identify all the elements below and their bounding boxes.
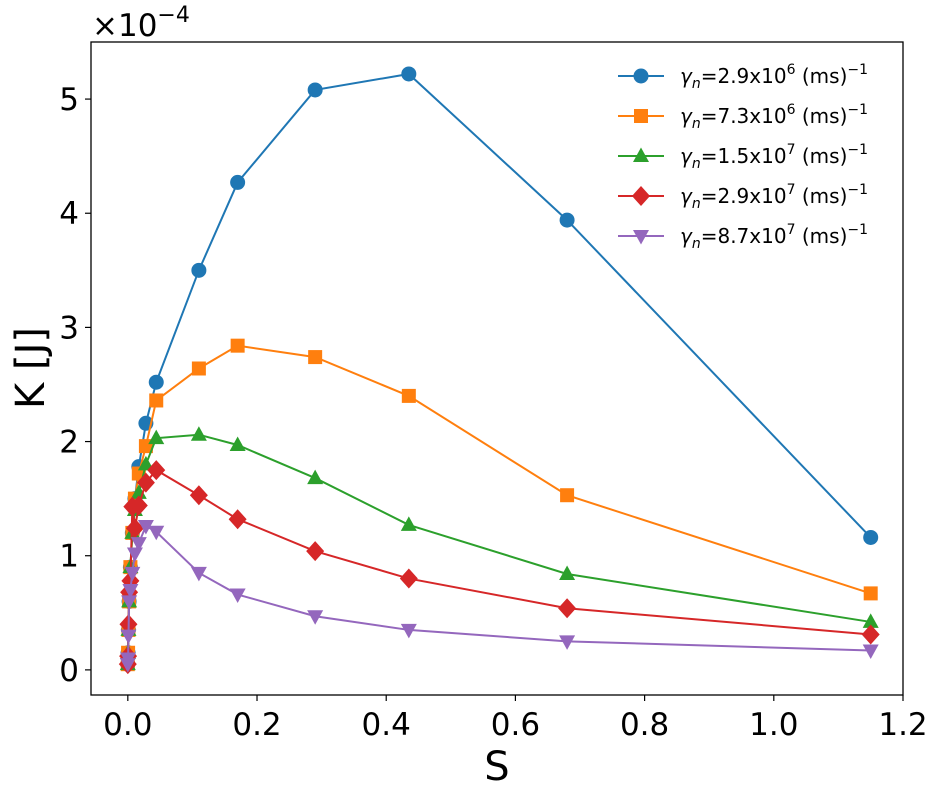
x-tick-label: 0.8 <box>620 707 669 743</box>
series-line <box>126 524 871 665</box>
legend-marker <box>632 186 650 206</box>
x-tick-label: 1.0 <box>749 707 798 743</box>
data-point <box>307 610 324 625</box>
data-point <box>148 525 165 541</box>
data-point <box>137 455 154 471</box>
data-point <box>191 361 206 376</box>
data-point <box>190 426 207 441</box>
legend-label: γn=7.3x106 (ms)−1 <box>680 102 868 132</box>
legend-item: γn=2.9x107 (ms)−1 <box>618 182 868 212</box>
data-point <box>229 436 246 451</box>
legend-label: γn=2.9x107 (ms)−1 <box>680 182 868 212</box>
data-point <box>862 644 879 659</box>
data-point <box>400 623 417 639</box>
data-point <box>308 350 323 365</box>
data-point <box>129 495 148 516</box>
y-axis: 0 1 2 3 4 5 <box>59 82 91 689</box>
data-point <box>559 635 576 650</box>
data-point <box>189 485 208 506</box>
data-point <box>147 460 166 481</box>
data-point <box>862 613 879 628</box>
x-tick-label: 0.4 <box>362 707 411 743</box>
data-point <box>861 624 880 645</box>
data-point <box>401 66 417 82</box>
legend-item: γn=7.3x106 (ms)−1 <box>618 102 868 132</box>
y-tick-label: 0 <box>59 653 79 689</box>
data-point <box>559 565 576 580</box>
data-point <box>136 472 155 493</box>
data-point <box>306 541 325 562</box>
data-point <box>191 262 207 278</box>
data-point <box>149 393 164 408</box>
x-tick-label: 0.0 <box>103 707 152 743</box>
series-layer <box>118 66 880 675</box>
legend-item: γn=8.7x107 (ms)−1 <box>618 222 868 252</box>
data-point <box>230 338 245 353</box>
legend: γn=2.9x106 (ms)−1 γn=7.3x106 (ms)−1 γn=1.5… <box>618 62 868 252</box>
data-point <box>558 598 577 619</box>
data-point <box>307 469 324 485</box>
data-point <box>399 568 418 589</box>
data-point <box>559 212 575 228</box>
y-tick-label: 3 <box>59 310 79 346</box>
data-point <box>148 429 165 445</box>
legend-label: γn=2.9x106 (ms)−1 <box>680 62 868 92</box>
x-axis-title: S <box>484 744 509 790</box>
data-point <box>229 588 246 604</box>
legend-marker <box>633 230 649 245</box>
y-scale-label: ×10−4 <box>92 3 190 44</box>
y-tick-label: 4 <box>59 196 79 232</box>
data-point <box>228 509 247 530</box>
x-tick-label: 1.2 <box>878 707 927 743</box>
y-scale-exponent: −4 <box>157 3 189 28</box>
data-point <box>190 566 207 582</box>
y-scale-factor: ×10 <box>92 8 157 44</box>
legend-marker <box>633 147 649 162</box>
legend-item: γn=1.5x107 (ms)−1 <box>618 142 868 172</box>
data-point <box>130 537 147 552</box>
data-point <box>307 82 323 98</box>
legend-marker <box>633 68 649 84</box>
data-point <box>120 629 137 645</box>
data-point <box>560 488 575 503</box>
legend-label: γn=1.5x107 (ms)−1 <box>680 142 868 172</box>
data-point <box>148 374 164 390</box>
y-tick-label: 2 <box>59 425 79 461</box>
data-point <box>863 586 878 601</box>
data-point <box>121 595 138 610</box>
data-point <box>120 652 137 667</box>
y-tick-label: 1 <box>59 539 79 575</box>
y-axis-title: K [J] <box>8 327 54 409</box>
data-point <box>230 174 246 190</box>
plot-area <box>90 41 904 696</box>
x-axis: 0.0 0.2 0.4 0.6 0.8 1.0 1.2 <box>103 695 928 743</box>
legend-marker <box>634 109 648 123</box>
data-point <box>122 583 139 599</box>
series-5 <box>119 520 879 673</box>
y-tick-label: 5 <box>59 82 79 118</box>
data-point <box>125 518 144 539</box>
data-point <box>137 520 154 535</box>
data-point <box>400 516 417 531</box>
legend-label: γn=8.7x107 (ms)−1 <box>680 222 868 252</box>
data-point <box>401 388 416 403</box>
data-point <box>863 529 879 545</box>
legend-item: γn=2.9x106 (ms)−1 <box>618 62 868 92</box>
x-tick-label: 0.2 <box>232 707 281 743</box>
x-tick-label: 0.6 <box>491 707 540 743</box>
data-point <box>124 566 141 582</box>
